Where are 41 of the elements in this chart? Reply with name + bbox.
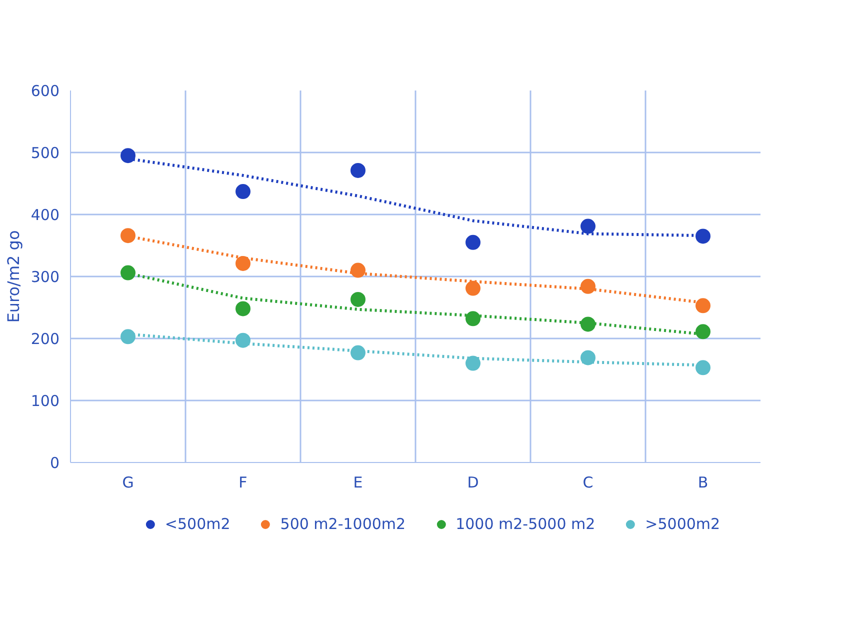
point [236,301,250,316]
point [466,311,480,326]
point [580,316,596,332]
y-tick-label: 600 [30,82,60,100]
point [350,292,366,307]
legend-label: <500m2 [164,515,230,533]
point [466,356,480,371]
point [236,184,250,200]
y-tick-label: 400 [30,206,60,224]
point [696,298,710,314]
point [120,329,136,344]
x-tick-label: F [238,474,248,492]
point [580,350,596,366]
legend-label: 1000 m2-5000 m2 [456,515,596,533]
x-tick-label: G [122,474,134,492]
x-tick-label: C [582,474,594,492]
legend-label: 500 m2-1000m2 [280,515,406,533]
point [580,218,596,234]
point [466,234,480,250]
point [120,265,136,280]
y-tick-label: 0 [50,454,60,472]
point [696,360,710,376]
point [236,256,250,271]
x-tick-label: E [353,474,363,492]
legend-label: >5000m2 [645,515,720,533]
point [466,280,480,296]
y-tick-label: 300 [30,268,60,286]
x-tick-label: D [467,474,479,492]
point [696,228,710,244]
point [350,262,366,278]
y-axis-title: Euro/m2 go [4,230,23,323]
point [120,228,136,244]
y-tick-label: 100 [30,392,60,410]
point [120,148,136,164]
point [350,162,366,178]
y-tick-label: 500 [30,144,60,162]
y-tick-label: 200 [30,330,60,348]
point [236,332,250,348]
point [580,278,596,294]
x-tick-label: B [698,474,708,492]
point [696,324,710,340]
